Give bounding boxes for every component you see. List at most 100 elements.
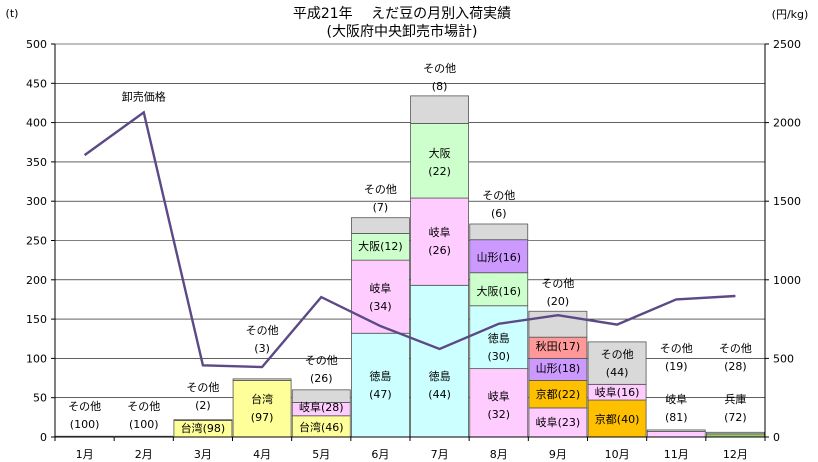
chart-title: 平成21年 えだ豆の月別入荷実績: [293, 6, 511, 22]
x-tick-label: 12月: [723, 448, 748, 461]
segment-percent-sonota: (44): [606, 366, 629, 379]
left-tick-label: 500: [26, 38, 47, 51]
segment-label-taiwan: 台湾: [251, 392, 273, 406]
left-tick-label: 300: [26, 195, 47, 208]
segment-label-sonota: その他: [305, 354, 338, 367]
segment-label-osaka: 大阪: [429, 146, 451, 160]
segment-percent-sonota: (7): [373, 201, 389, 214]
segment-label-gifu: 岐阜(28): [299, 401, 344, 414]
segment-percent-taiwan: (97): [251, 411, 274, 424]
segment-percent-gifu: (32): [487, 408, 510, 421]
y-right-unit: (円/kg): [772, 8, 809, 21]
grid-layer: [55, 43, 765, 399]
x-tick-label: 3月: [194, 448, 212, 461]
left-tick-label: 200: [26, 274, 47, 287]
segment-label-sonota: その他: [482, 189, 515, 202]
bar-segment-gifu: [528, 407, 588, 438]
segment-label-hyogo: 兵庫: [724, 392, 746, 406]
y-left-unit: (t): [6, 7, 19, 20]
segment-label-yamagata: 山形(18): [536, 362, 581, 375]
segment-label-gifu: 岐阜: [429, 226, 451, 239]
left-tick-label: 400: [26, 117, 47, 130]
x-tick-label: 8月: [490, 448, 508, 461]
left-tick-label: 100: [26, 352, 47, 365]
left-tick-label: 150: [26, 313, 47, 326]
x-tick-label: 6月: [371, 448, 389, 461]
bar-segment-taiwan: [232, 380, 292, 438]
segment-label-sonota: その他: [660, 342, 693, 355]
bar-segment-sonota: [469, 223, 529, 241]
left-tick-label: 50: [33, 392, 47, 405]
segment-percent-gifu: (34): [369, 300, 392, 313]
segment-label-sonota: その他: [541, 277, 574, 290]
bar-segment-sonota: [646, 429, 706, 432]
segment-percent-sonota: (3): [254, 342, 270, 355]
segment-percent-gifu: (81): [665, 411, 688, 424]
right-tick-label: 2500: [773, 38, 801, 51]
x-tick-label: 2月: [135, 448, 153, 461]
x-tick-label: 11月: [664, 448, 689, 461]
segment-percent-hyogo: (72): [724, 411, 747, 424]
segment-label-tokushima: 徳島: [488, 331, 510, 345]
bar-segment-tokushima: [351, 332, 410, 438]
segment-percent-tokushima: (47): [369, 388, 392, 401]
left-tick-label: 350: [26, 156, 47, 169]
segment-label-osaka: 大阪(16): [476, 284, 521, 298]
segment-label-yamagata: 山形(16): [476, 251, 521, 264]
segment-percent-sonota: (8): [432, 80, 448, 93]
segment-label-akita: 秋田(17): [536, 339, 581, 353]
bar-segment-sonota: [706, 431, 765, 435]
bar-segment-tokushima: [410, 284, 469, 438]
x-tick-label: 4月: [253, 448, 271, 461]
x-tick-label: 5月: [312, 448, 330, 461]
segment-label-gifu: 岐阜: [488, 390, 510, 403]
right-tick-label: 2000: [773, 117, 801, 130]
x-tick-label: 1月: [76, 448, 94, 461]
segment-label-sonota: その他: [186, 381, 219, 394]
segment-label-osaka: 大阪(12): [358, 239, 403, 253]
segment-percent-sonota: (19): [665, 360, 688, 373]
segment-label-taiwan: 台湾(98): [181, 421, 226, 435]
segment-label-gifu: 岐阜(16): [595, 386, 640, 399]
x-tick-label: 7月: [431, 448, 449, 461]
price-line-layer: [83, 110, 736, 369]
segment-percent-sonota: (20): [547, 295, 570, 308]
right-tick-label: 1500: [773, 195, 801, 208]
bar-segment-osaka: [351, 233, 410, 261]
chart-subtitle: (大阪府中央卸売市場計): [327, 23, 478, 40]
bar-segment-sonota: [587, 341, 647, 385]
left-tick-label: 250: [26, 235, 47, 248]
segment-percent-sonota: (28): [724, 360, 747, 373]
segment-label-sonota: その他: [68, 400, 101, 413]
bar-segment-sonota: [410, 95, 469, 124]
segment-label-gifu: 岐阜: [665, 393, 687, 406]
segment-percent-tokushima: (30): [487, 350, 510, 363]
segment-percent-sonota: (100): [70, 418, 100, 431]
bar-segment-gifu: [646, 431, 706, 438]
segment-label-kyoto: 京都(22): [536, 387, 581, 401]
bar-segment-osaka: [410, 122, 469, 199]
segment-label-sonota: その他: [127, 400, 160, 413]
segment-percent-osaka: (22): [428, 165, 451, 178]
bar-segment-sonota: [232, 378, 292, 381]
segment-label-sonota: その他: [364, 183, 397, 196]
left-tick-label: 450: [26, 77, 47, 90]
right-tick-label: 500: [773, 352, 794, 365]
price-series-label: 卸売価格: [122, 89, 166, 103]
left-tick-label: 0: [40, 431, 47, 444]
segment-label-sonota: その他: [423, 62, 456, 75]
bar-segment-gifu: [351, 259, 410, 334]
segment-label-tokushima: 徳島: [369, 369, 391, 383]
segment-label-sonota: その他: [601, 348, 634, 361]
right-tick-label: 1000: [773, 274, 801, 287]
segment-label-tokushima: 徳島: [429, 369, 451, 383]
segment-percent-sonota: (26): [310, 372, 333, 385]
bar-segment-sonota: [351, 217, 410, 234]
bar-segment-yamagata: [469, 239, 529, 274]
segment-label-kyoto: 京都(40): [595, 412, 640, 426]
segment-label-sonota: その他: [246, 324, 279, 337]
segment-percent-tokushima: (44): [428, 388, 451, 401]
bar-segment-sonota: [173, 419, 233, 421]
